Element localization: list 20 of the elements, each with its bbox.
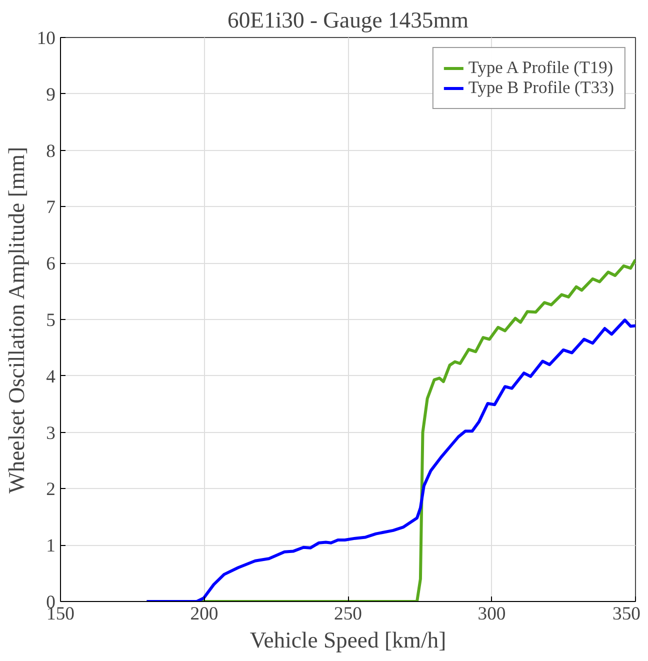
x-tick-label: 350	[612, 604, 640, 624]
y-axis-title: Wheelset Oscillation Amplitude [mm]	[4, 146, 29, 494]
line-series	[145, 318, 636, 602]
x-tick-label: 200	[190, 604, 218, 624]
x-tick-label: 250	[334, 604, 362, 624]
y-tick-label: 2	[46, 479, 56, 500]
legend-label: Type B Profile (T33)	[468, 78, 614, 98]
legend-label: Type A Profile (T19)	[468, 58, 614, 78]
y-tick-label: 6	[46, 254, 56, 275]
y-tick-label: 5	[46, 310, 56, 331]
x-tick-label: 300	[478, 604, 506, 624]
y-tick-label: 1	[46, 536, 56, 557]
y-tick-label: 8	[46, 140, 56, 162]
y-tick-label: 3	[46, 422, 56, 444]
x-axis-title: Vehicle Speed [km/h]	[250, 628, 446, 652]
y-tick-label: 4	[46, 366, 56, 388]
y-tick-label: 9	[46, 84, 56, 106]
y-tick-label: 10	[36, 28, 56, 49]
y-tick-label: 7	[46, 197, 56, 218]
chart-title: 60E1i30 - Gauge 1435mm	[228, 8, 469, 32]
